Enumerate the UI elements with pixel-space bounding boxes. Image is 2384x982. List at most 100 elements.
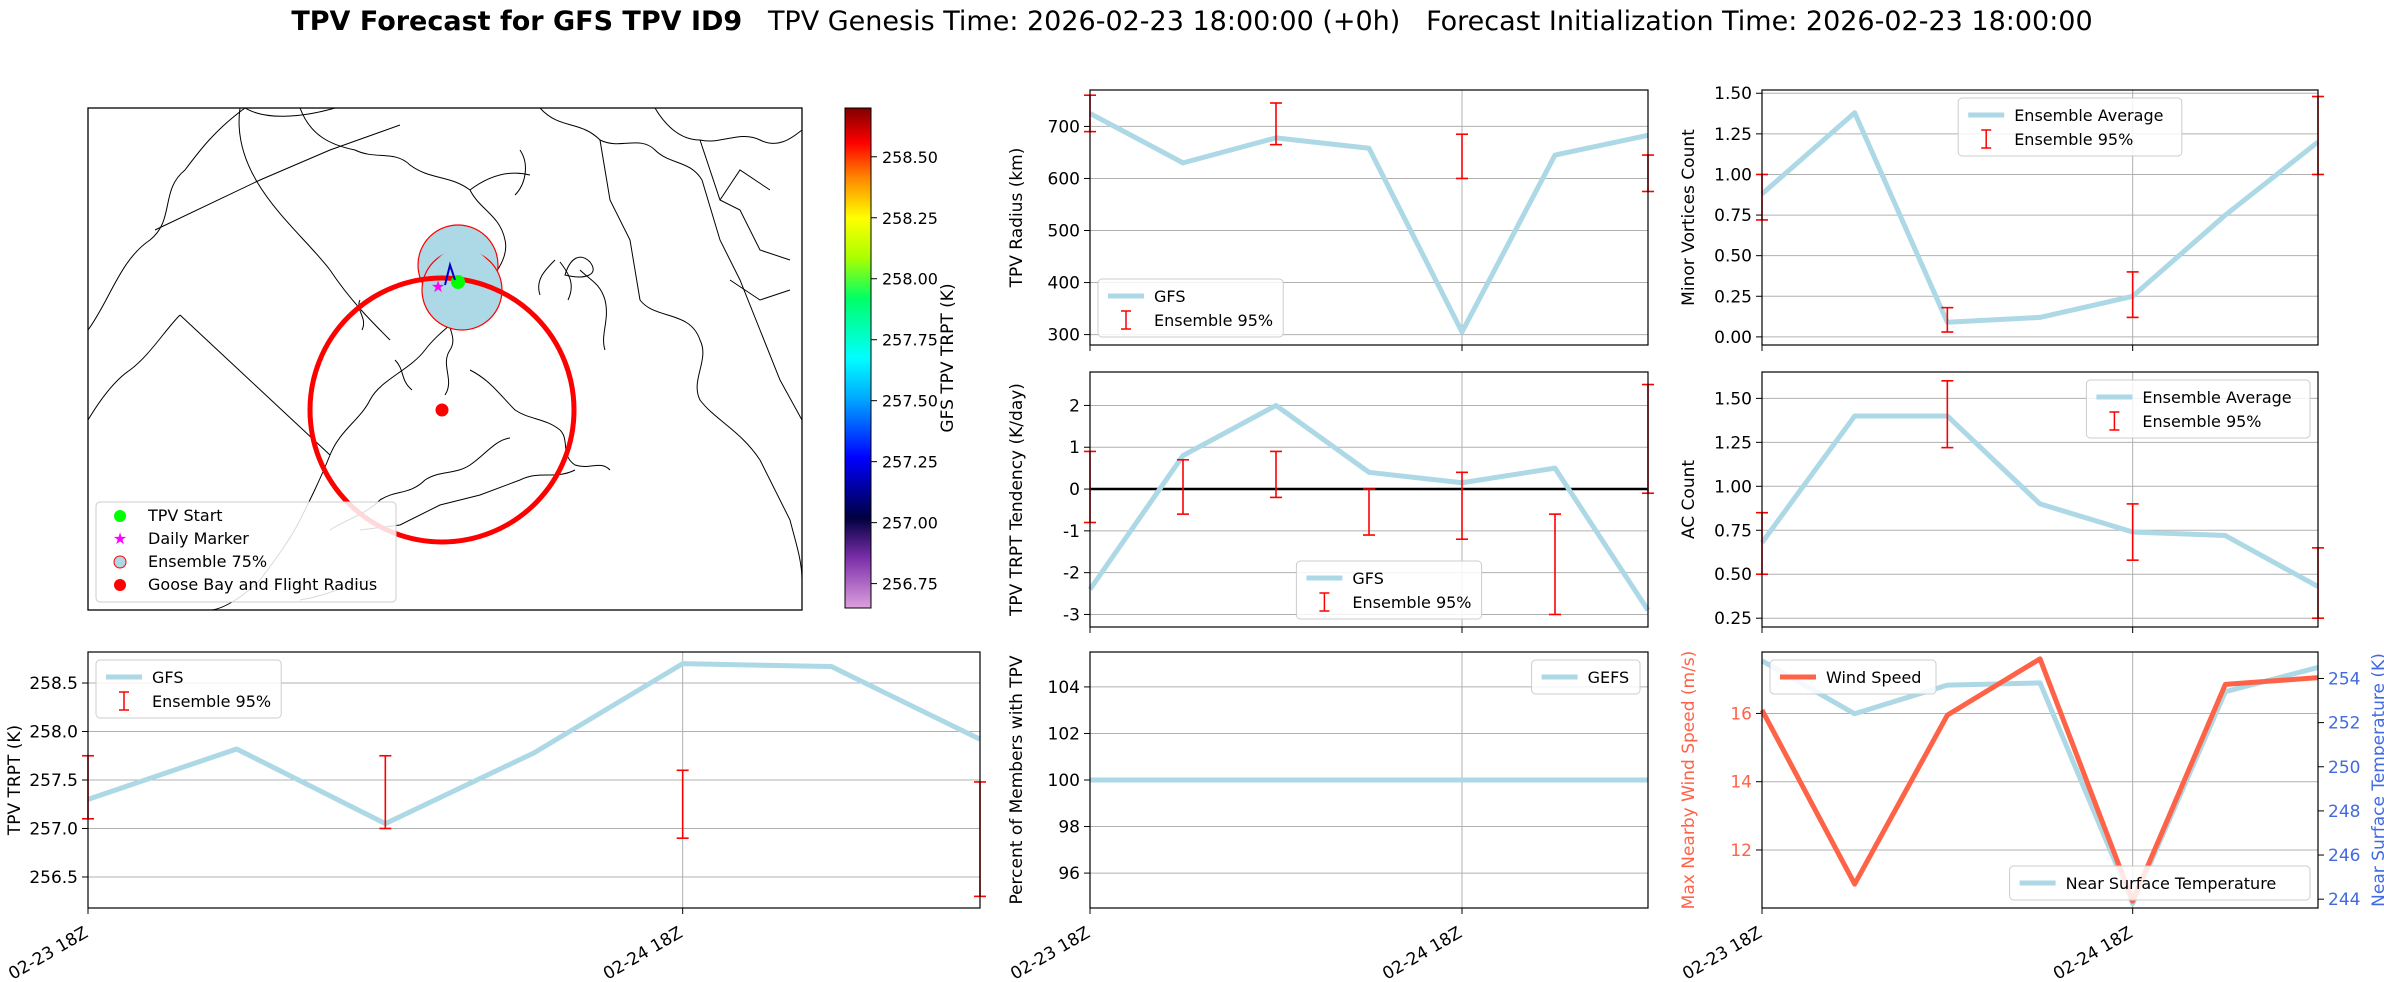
title-init: Forecast Initialization Time: 2026-02-23… xyxy=(1426,6,2093,37)
y2-tick-label: 246 xyxy=(2328,846,2360,866)
flight-radius-circle xyxy=(307,275,577,545)
error-bar xyxy=(2126,271,2139,319)
y2-tick-label: 248 xyxy=(2328,802,2360,822)
y2-tick-label: 250 xyxy=(2328,758,2360,778)
x-tick-label: 02-23 18Z xyxy=(1679,923,1765,982)
y-tick-label: -1 xyxy=(1063,522,1080,542)
legend-label: Ensemble Average xyxy=(2142,388,2291,407)
y2-axis-label: Near Surface Temperature (K) xyxy=(2369,653,2384,907)
y-tick-label: 0.25 xyxy=(1714,287,1752,307)
axes-frame xyxy=(1761,371,2319,628)
legend-label: Wind Speed xyxy=(1826,668,1921,687)
y-tick-label: 16 xyxy=(1730,704,1752,724)
y-tick-label: 258.0 xyxy=(29,723,78,743)
legend-label: Ensemble 95% xyxy=(2142,412,2261,431)
axes-frame xyxy=(1761,651,2319,909)
tpv-track xyxy=(444,261,456,286)
axes-frame xyxy=(1089,651,1649,909)
error-bar xyxy=(1270,102,1282,146)
series-line xyxy=(1759,413,2320,589)
y-axis-label: Percent of Members with TPV xyxy=(1007,655,1027,904)
legend-label: Ensemble 95% xyxy=(152,692,271,711)
colorbar-tick-label: 257.50 xyxy=(882,392,938,411)
y-tick-label: 12 xyxy=(1730,841,1752,861)
colorbar-tick-label: 256.75 xyxy=(882,575,938,594)
y-tick-label: 104 xyxy=(1048,678,1080,698)
goose-bay-marker xyxy=(435,403,449,417)
y-axis-label: AC Count xyxy=(1679,460,1699,539)
y-axis-label: TPV Radius (km) xyxy=(1007,148,1027,289)
error-bar xyxy=(2126,503,2139,561)
y-tick-label: 400 xyxy=(1048,274,1080,294)
legend-box xyxy=(1531,659,1641,695)
legend-label: Ensemble 95% xyxy=(2014,130,2133,149)
y-tick-label: 0.50 xyxy=(1714,247,1752,267)
axes-frame xyxy=(1089,89,1649,346)
series-line xyxy=(1088,111,1649,335)
y-tick-label: 1.50 xyxy=(1714,84,1752,104)
error-bar xyxy=(676,769,689,839)
y-axis-label: Minor Vortices Count xyxy=(1679,129,1699,306)
axes-frame xyxy=(1761,89,2319,346)
y2-tick-label: 244 xyxy=(2328,890,2360,910)
svg-text:★: ★ xyxy=(431,277,445,296)
colorbar-tick-label: 258.50 xyxy=(882,148,938,167)
colorbar-label: GFS TPV TRPT (K) xyxy=(938,283,958,432)
radius-chart: 300 400 500 600 700 TPV Radius (km) GFS Ensembl… xyxy=(1007,89,1654,351)
y-tick-label: 257.5 xyxy=(29,771,78,791)
y-tick-label: 257.0 xyxy=(29,819,78,839)
tendency-chart: -3 -2 -1 0 1 2 TPV TRPT Tendency (K/day) GFS Ens… xyxy=(1007,371,1654,633)
map-panel: ★ TPV Start ★ Daily Marker Ensemble 75% … xyxy=(87,107,958,611)
y2-tick-label: 254 xyxy=(2328,669,2360,689)
legend-label: GFS xyxy=(152,668,183,687)
y-tick-label: 102 xyxy=(1048,724,1080,744)
x-tick-label: 02-23 18Z xyxy=(5,923,91,982)
legend-label: Ensemble 95% xyxy=(1352,593,1471,612)
y-tick-label: 300 xyxy=(1048,326,1080,346)
legend-tpv-start-icon xyxy=(114,510,126,522)
colorbar-gradient xyxy=(844,107,872,609)
y-tick-label: 0.75 xyxy=(1714,521,1752,541)
legend-ensemble-75: Ensemble 75% xyxy=(148,552,267,571)
y-tick-label: 700 xyxy=(1048,117,1080,137)
error-bar xyxy=(1456,133,1468,180)
y2-tick-label: 252 xyxy=(2328,714,2360,734)
series-line xyxy=(1087,402,1651,612)
title-genesis: TPV Genesis Time: 2026-02-23 18:00:00 (+… xyxy=(767,6,1401,37)
y-tick-label: 96 xyxy=(1058,864,1080,884)
y-tick-label: 1.25 xyxy=(1714,433,1752,453)
x-tick-label: 02-23 18Z xyxy=(1007,923,1093,982)
x-tick-label: 02-24 18Z xyxy=(1379,923,1465,982)
legend-ensemble-icon xyxy=(113,555,127,569)
series-line xyxy=(87,661,982,827)
legend-box xyxy=(1295,560,1483,620)
title-bold: TPV Forecast for GFS TPV ID9 xyxy=(291,6,743,37)
y-tick-label: 1.25 xyxy=(1714,125,1752,145)
y-tick-label: 1 xyxy=(1069,438,1080,458)
y-tick-label: 1.00 xyxy=(1714,165,1752,185)
colorbar-tick-label: 258.25 xyxy=(882,209,938,228)
y-tick-label: 258.5 xyxy=(29,674,78,694)
legend-box xyxy=(1957,97,2183,157)
wind-temp-chart: 12 14 16 02-23 18Z 02-24 18Z Max Nearby Wind … xyxy=(1679,651,2384,982)
series-line xyxy=(1759,656,2319,904)
y-tick-label: 256.5 xyxy=(29,868,78,888)
percent-members-chart: 96 98 100 102 104 02-23 18Z 02-24 18Z Percent o… xyxy=(1007,651,1649,982)
legend-label: Ensemble Average xyxy=(2014,106,2163,125)
legend-box xyxy=(1769,659,1937,695)
axes-frame xyxy=(1089,371,1649,628)
y-axis-label: TPV TRPT Tendency (K/day) xyxy=(1007,383,1027,617)
legend-goose-bay-icon xyxy=(114,579,126,591)
legend-box xyxy=(1097,278,1284,338)
y-tick-label: 1.50 xyxy=(1714,389,1752,409)
y-tick-label: 0.50 xyxy=(1714,565,1752,585)
y-tick-label: -2 xyxy=(1063,564,1080,584)
legend-label: Ensemble 95% xyxy=(1154,311,1273,330)
legend-label: Near Surface Temperature xyxy=(2066,874,2277,893)
error-bar xyxy=(379,754,392,830)
error-bar xyxy=(1456,471,1468,541)
map-legend: TPV Start ★ Daily Marker Ensemble 75% Go… xyxy=(95,501,397,603)
trpt-chart: 256.5 257.0 257.5 258.0 258.5 02-23 18Z 02-24 … xyxy=(5,651,986,982)
y-tick-label: 0.75 xyxy=(1714,206,1752,226)
